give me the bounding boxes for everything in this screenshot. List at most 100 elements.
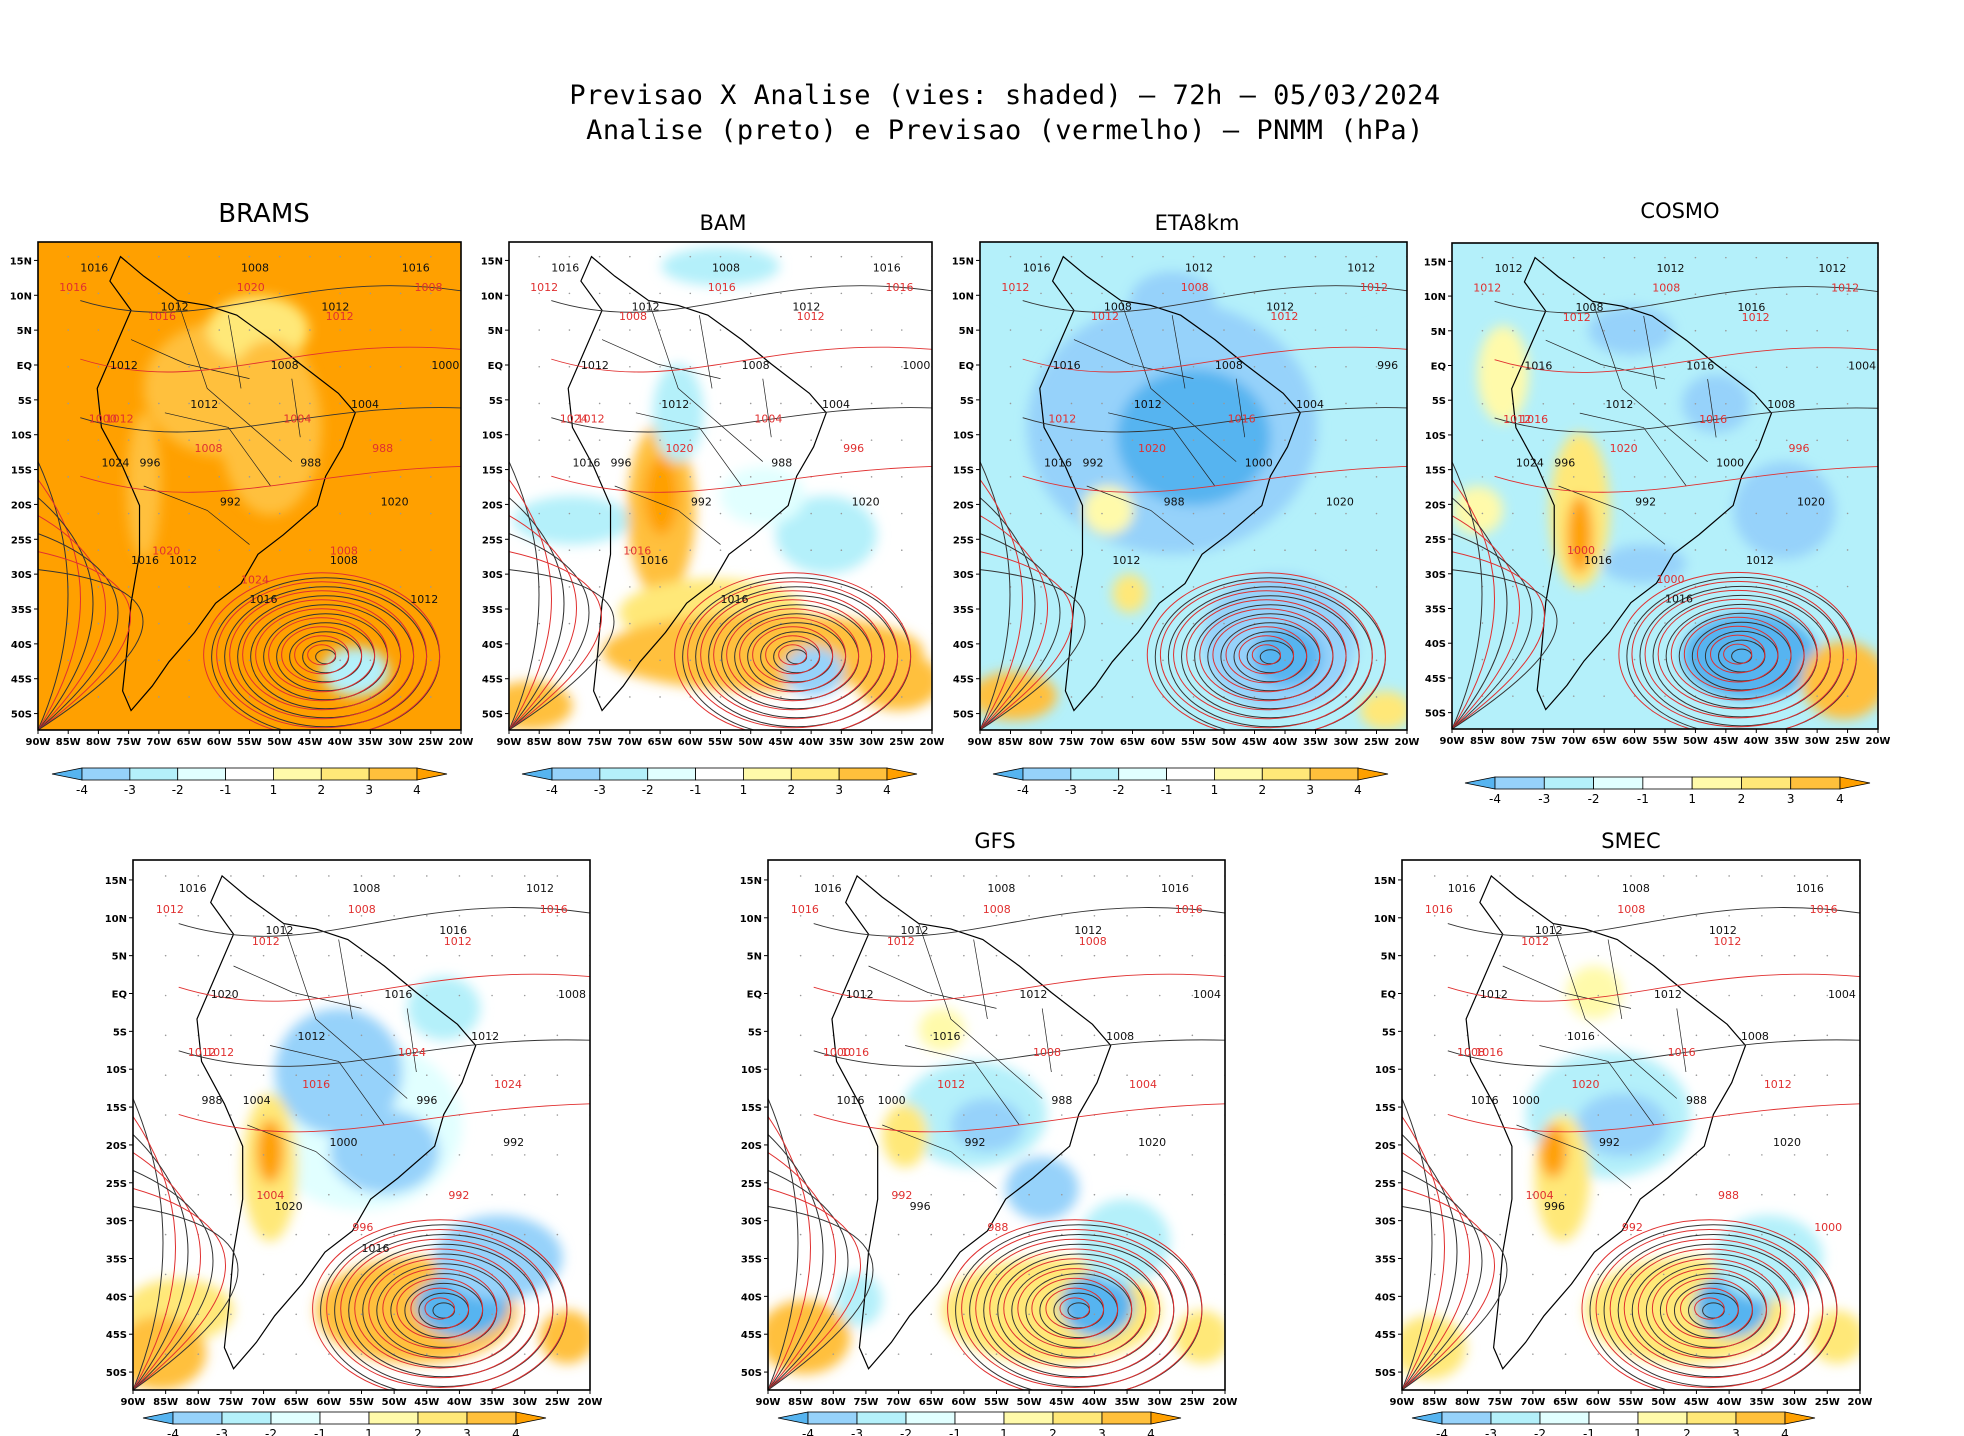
colorbar-label: -2: [172, 783, 184, 797]
lon-tick-label: 85W: [1470, 736, 1495, 747]
colorbar-segment: [270, 1411, 321, 1425]
colorbar-label: 2: [1738, 792, 1746, 806]
bias-region: [1809, 1310, 1860, 1364]
isobar-label-forecast: 1012: [1831, 282, 1859, 295]
isobar-high: [38, 569, 144, 730]
colorbar-segment: [1593, 776, 1644, 790]
colorbar-segment: [225, 767, 274, 781]
isobar-continental: [1022, 466, 1407, 493]
isobar-high: [768, 1116, 811, 1390]
isobar-label-analysis: 1016: [402, 261, 430, 274]
colorbar-segment: [1166, 767, 1215, 781]
isobar-analysis: [983, 1243, 1175, 1378]
isobar-label-forecast: 996: [1789, 442, 1810, 455]
isobar-label-analysis: 1008: [1576, 301, 1604, 314]
isobar-analysis: [1011, 1263, 1147, 1358]
colorbar-arrow-high: [1150, 1411, 1182, 1425]
lon-tick-label: 65W: [1592, 736, 1617, 747]
lat-tick-label: 25S: [11, 535, 32, 546]
lon-tick-label: 45W: [297, 737, 322, 748]
colorbar-segment: [1214, 767, 1263, 781]
isobar-forecast: [396, 1277, 484, 1340]
isobar-label-analysis: 988: [300, 456, 321, 469]
lat-tick-label: 5N: [17, 326, 32, 337]
bias-region: [1601, 544, 1687, 584]
isobar-forecast: [294, 635, 350, 675]
lon-tick-label: 75W: [853, 1397, 878, 1408]
isobar-analysis: [224, 586, 428, 728]
isobar-label-forecast: 1016: [148, 310, 176, 323]
lon-tick-label: 50W: [1683, 736, 1708, 747]
country-border: [1593, 301, 1708, 461]
isobar-analysis: [376, 1263, 512, 1358]
colorbar-segment: [1261, 767, 1311, 781]
isobar-label-analysis: 1016: [1023, 261, 1051, 274]
bias-region: [143, 320, 313, 457]
lon-tick-label: 65W: [284, 1397, 309, 1408]
isobar-label-analysis: 1000: [1716, 457, 1744, 470]
isobar-continental: [1447, 1103, 1860, 1133]
isobar-high: [1452, 461, 1483, 729]
colorbar-segment: [647, 767, 696, 781]
bias-region: [1585, 1257, 1787, 1364]
colorbar-segment: [1003, 1411, 1054, 1425]
lon-tick-label: 30W: [388, 737, 413, 748]
panel-title: COSMO: [1640, 199, 1720, 223]
isobar-label-forecast: 996: [843, 442, 864, 455]
lat-tick-label: 45S: [482, 675, 503, 686]
bias-region: [1060, 1273, 1134, 1337]
lon-tick-label: 90W: [756, 1397, 781, 1408]
isobar-forecast: [1031, 1277, 1119, 1340]
lat-tick-label: 5N: [488, 326, 503, 337]
bias-region: [1452, 486, 1504, 535]
isobar-analysis: [1207, 613, 1334, 701]
isobar-label-forecast: 992: [1622, 1221, 1643, 1234]
isobar-label-analysis: 988: [1051, 1094, 1072, 1107]
bias-region: [256, 1119, 284, 1184]
isobar-label-analysis: 996: [910, 1200, 931, 1213]
isobar-forecast: [1595, 1228, 1824, 1389]
colorbar-label: -1: [220, 783, 232, 797]
country-border: [882, 1125, 996, 1189]
colorbar-segment: [856, 1411, 907, 1425]
colorbar-segment: [1118, 767, 1167, 781]
isobar-label-analysis: 1008: [742, 359, 770, 372]
lon-tick-label: 75W: [587, 737, 612, 748]
lat-tick-label: 40S: [953, 640, 974, 651]
isobar-label-forecast: 1008: [1079, 935, 1107, 948]
isobar-high: [133, 1170, 214, 1390]
isobar-label-forecast: 1012: [1091, 310, 1119, 323]
isobar-analysis: [432, 1302, 456, 1319]
bias-region: [1588, 306, 1674, 355]
isobar-analysis: [1067, 1302, 1091, 1319]
lon-tick-label: 25W: [889, 737, 914, 748]
isobar-label-forecast: 1012: [1360, 281, 1388, 294]
colorbar-arrow-high: [1357, 767, 1389, 781]
lat-tick-label: 15N: [952, 256, 974, 267]
country-border: [974, 940, 988, 1020]
isobar-high: [980, 533, 1061, 730]
isobar-label-forecast: 1012: [252, 935, 280, 948]
isobar-forecast: [1637, 1258, 1782, 1359]
bias-region: [1549, 432, 1610, 589]
isobar-analysis: [348, 1243, 540, 1378]
isobar-forecast: [739, 617, 847, 693]
colorbar-segment: [368, 767, 418, 781]
lat-tick-label: 5S: [489, 396, 503, 407]
isobar-label-analysis: 1016: [873, 261, 901, 274]
lon-tick-label: 20W: [920, 737, 945, 748]
lon-tick-label: 45W: [768, 737, 793, 748]
isobar-label-forecast: 1016: [708, 281, 736, 294]
isobar-label-analysis: 992: [1082, 456, 1103, 469]
isobar-label-forecast: 1012: [1521, 935, 1549, 948]
isobar-label-analysis: 1016: [721, 593, 749, 606]
colorbar-label: -3: [1065, 783, 1077, 797]
isobar-label-analysis: 1008: [330, 554, 358, 567]
lon-tick-label: 30W: [1782, 1397, 1807, 1408]
isobar-label-forecast: 1016: [841, 1046, 869, 1059]
country-border: [919, 924, 1042, 1099]
isobar-analysis: [1673, 1282, 1753, 1339]
panel-title: SMEC: [1601, 829, 1661, 853]
colorbar-segment: [1588, 1411, 1639, 1425]
colorbar-label: 4: [1836, 792, 1844, 806]
